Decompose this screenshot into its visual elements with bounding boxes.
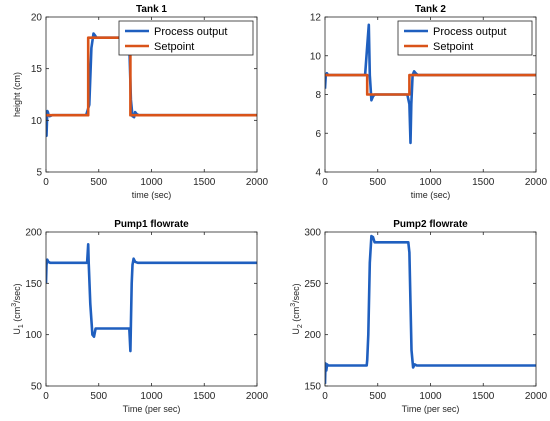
axis-label-part: 1 xyxy=(18,324,25,328)
y-tick-label: 250 xyxy=(304,279,321,290)
x-tick-label: 0 xyxy=(43,391,49,402)
series-line xyxy=(46,243,257,353)
x-tick-label: 2000 xyxy=(246,177,269,188)
x-axis-label: Time (per sec) xyxy=(402,404,460,414)
y-axis-label: U2 (cm3/sec) xyxy=(290,283,304,334)
x-tick-label: 1000 xyxy=(419,177,442,188)
y-tick-label: 200 xyxy=(304,330,321,341)
chart-panel: 0 500 1000 1500 2000 50 100 150 200 Pump1 flowrat… xyxy=(11,219,269,414)
y-tick-label: 200 xyxy=(25,228,42,239)
axis-label-part: (cm xyxy=(291,307,301,325)
y-tick-label: 50 xyxy=(31,382,43,393)
legend-label: Process output xyxy=(154,26,227,38)
chart-title: Tank 2 xyxy=(415,4,446,15)
x-axis-label: Time (per sec) xyxy=(123,404,181,414)
legend-label: Setpoint xyxy=(433,41,473,53)
y-tick-label: 4 xyxy=(315,168,321,179)
y-tick-label: 8 xyxy=(315,90,321,101)
y-axis-label: U1 (cm3/sec) xyxy=(11,283,25,334)
y-tick-label: 150 xyxy=(304,382,321,393)
x-tick-label: 1000 xyxy=(140,391,163,402)
x-tick-label: 1500 xyxy=(472,391,495,402)
series-setpoint xyxy=(325,73,536,96)
x-tick-label: 0 xyxy=(43,177,49,188)
legend: Process output Setpoint xyxy=(118,20,254,56)
x-tick-label: 1500 xyxy=(472,177,495,188)
y-tick-label: 15 xyxy=(31,64,43,75)
legend-label: Setpoint xyxy=(154,41,194,53)
plot-area xyxy=(46,232,257,386)
legend: Process output Setpoint xyxy=(397,20,533,56)
axis-label-part: 3 xyxy=(11,303,18,307)
x-tick-label: 0 xyxy=(322,177,328,188)
y-axis-label: height (cm) xyxy=(12,72,22,117)
chart-panel: 0 500 1000 1500 2000 4 6 8 10 12 Tank 2 time (sec) P… xyxy=(310,4,548,200)
axis-label-part: /sec) xyxy=(12,283,22,303)
chart-panel: 0 500 1000 1500 2000 150 200 250 300 Pump2 flowra… xyxy=(290,219,548,414)
y-tick-label: 10 xyxy=(310,51,322,62)
x-tick-label: 500 xyxy=(369,391,386,402)
y-tick-label: 6 xyxy=(315,129,321,140)
x-axis-label: time (sec) xyxy=(132,190,172,200)
y-tick-label: 12 xyxy=(310,13,322,24)
axis-label-part: /sec) xyxy=(291,283,301,303)
axis-label-part: U xyxy=(12,328,22,335)
y-tick-label: 5 xyxy=(36,168,42,179)
legend-label: Process output xyxy=(433,26,506,38)
x-tick-label: 1500 xyxy=(193,177,216,188)
legend-box xyxy=(397,20,533,56)
x-tick-label: 500 xyxy=(90,391,107,402)
x-tick-label: 1000 xyxy=(419,391,442,402)
y-tick-label: 20 xyxy=(31,13,43,24)
chart-title: Pump1 flowrate xyxy=(114,219,189,230)
axis-label-part: (cm xyxy=(12,307,22,325)
x-tick-label: 1500 xyxy=(193,391,216,402)
x-tick-label: 0 xyxy=(322,391,328,402)
chart-panel: 0 500 1000 1500 2000 5 10 15 20 Tank 1 time (sec) h… xyxy=(12,4,269,200)
x-tick-label: 2000 xyxy=(525,177,548,188)
y-tick-label: 100 xyxy=(25,330,42,341)
axis-label-part: height (cm) xyxy=(12,72,22,117)
x-tick-label: 500 xyxy=(369,177,386,188)
chart-title: Tank 1 xyxy=(136,4,167,15)
y-tick-label: 300 xyxy=(304,228,321,239)
axis-label-part: 3 xyxy=(290,303,297,307)
plot-area xyxy=(325,232,536,386)
x-tick-label: 500 xyxy=(90,177,107,188)
y-tick-label: 10 xyxy=(31,116,43,127)
series-setpoint xyxy=(46,36,257,117)
x-tick-label: 2000 xyxy=(246,391,269,402)
y-tick-label: 150 xyxy=(25,279,42,290)
legend-box xyxy=(118,20,254,56)
axis-label-part: U xyxy=(291,328,301,335)
chart-title: Pump2 flowrate xyxy=(393,219,468,230)
x-tick-label: 1000 xyxy=(140,177,163,188)
series-line xyxy=(325,234,536,384)
x-tick-label: 2000 xyxy=(525,391,548,402)
x-axis-label: time (sec) xyxy=(411,190,451,200)
axis-label-part: 2 xyxy=(297,324,304,328)
